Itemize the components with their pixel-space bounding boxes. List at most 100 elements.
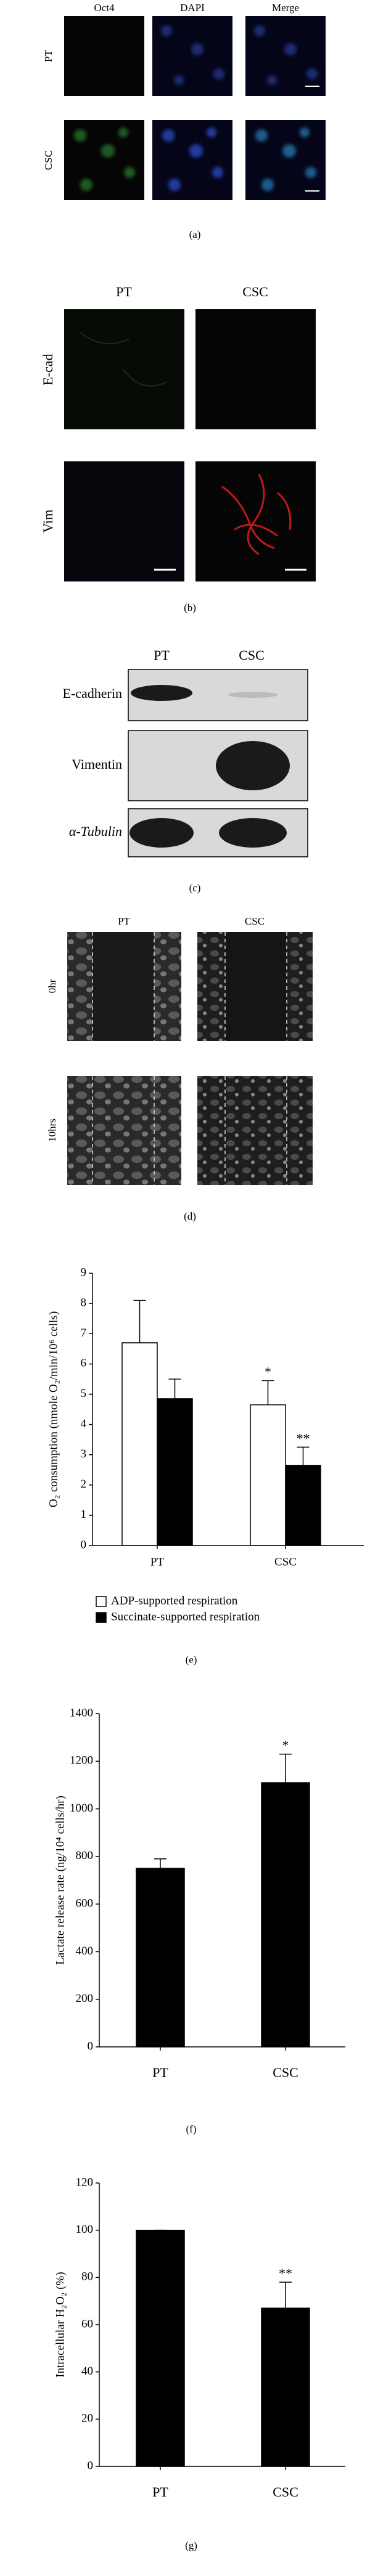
stain: [221, 474, 292, 556]
column-label: CSC: [245, 915, 265, 927]
y-tick-label: 120: [76, 2176, 94, 2189]
panel-a: Oct4 DAPI Merge PT CSC (a): [43, 2, 326, 240]
row-label: CSC: [43, 150, 54, 170]
y-tick-label: 0: [81, 1538, 87, 1551]
band: [219, 818, 287, 848]
column-label: CSC: [239, 647, 265, 663]
bar: [261, 2307, 310, 2467]
column-label: PT: [116, 284, 132, 299]
y-tick-label: 0: [88, 2459, 94, 2472]
y-tick-label: 1: [81, 1508, 87, 1521]
x-tick-label: PT: [152, 2065, 168, 2080]
x-tick-label: PT: [150, 1555, 165, 1568]
band: [130, 818, 194, 848]
panel-caption: (b): [184, 602, 196, 614]
column-label: Oct4: [94, 2, 115, 14]
micrograph: [195, 461, 316, 581]
row-label: Vimentin: [72, 756, 122, 772]
y-axis-label: O₂ consumption (nmole O₂/min/10⁶ cells): [47, 1311, 60, 1508]
y-tick-label: 80: [81, 2270, 93, 2283]
row-label: E-cadherin: [63, 686, 123, 701]
row-label: Vim: [40, 509, 56, 533]
error-bar: [168, 1379, 181, 1399]
bar: [136, 2229, 185, 2467]
panel-c: PT CSC E-cadherin Vimentin α-Tubulin (c): [63, 647, 308, 894]
error-bar: [154, 1858, 166, 1869]
y-tick-label: 20: [81, 2412, 93, 2425]
y-tick-label: 5: [81, 1387, 87, 1400]
bar: [261, 1782, 310, 2047]
bar: [285, 1465, 321, 1546]
panel-d: PT CSC 0hr 10hrs (d): [46, 915, 313, 1222]
scratch: [225, 932, 287, 1041]
bar: [136, 1868, 185, 2047]
bar: [121, 1342, 158, 1546]
column-label: Merge: [272, 2, 299, 14]
row-label: PT: [43, 49, 54, 62]
y-axis-label: Intracellular H₂O₂ (%): [54, 2272, 67, 2378]
row-label: 10hrs: [46, 1119, 58, 1142]
y-tick-label: 1000: [70, 1802, 93, 1815]
significance-label: **: [279, 2266, 292, 2281]
significance-label: **: [297, 1430, 310, 1446]
panel-b: PT CSC E-cad Vim (b): [40, 284, 316, 614]
row-label: 0hr: [46, 979, 58, 993]
band: [216, 741, 290, 790]
panel-caption: (f): [186, 2123, 197, 2135]
error-bar: [279, 2282, 292, 2309]
nuclei: [255, 128, 316, 191]
legend-swatch: [96, 1612, 107, 1623]
legend-swatch: [96, 1596, 107, 1607]
micrograph: [64, 16, 144, 96]
error-bar: [297, 1446, 310, 1465]
nuclei: [162, 128, 223, 191]
x-tick-label: CSC: [274, 1555, 297, 1568]
y-tick-label: 9: [81, 1266, 87, 1279]
error-bar: [133, 1300, 146, 1343]
y-tick-label: 4: [81, 1417, 87, 1430]
band: [131, 685, 192, 701]
y-tick-label: 100: [76, 2223, 94, 2236]
x-tick-label: CSC: [273, 2484, 298, 2500]
micrograph: [64, 309, 184, 429]
panel-caption: (c): [189, 882, 201, 894]
y-tick-label: 1200: [70, 1754, 93, 1767]
x-tick-label: PT: [152, 2484, 168, 2500]
panel-caption: (g): [185, 2540, 197, 2551]
micrograph: [64, 461, 184, 581]
legend-label: Succinate-supported respiration: [111, 1610, 260, 1623]
y-tick-label: 1400: [70, 1706, 93, 1719]
y-tick-label: 3: [81, 1448, 87, 1460]
scratch: [92, 932, 154, 1041]
column-label: DAPI: [180, 2, 205, 14]
y-tick-label: 8: [81, 1296, 87, 1309]
column-label: PT: [118, 915, 130, 927]
x-tick-label: CSC: [273, 2065, 298, 2080]
column-label: CSC: [242, 284, 268, 299]
y-tick-label: 200: [76, 1992, 94, 2005]
bar: [157, 1398, 193, 1546]
micrograph: [197, 1076, 313, 1185]
y-tick-label: 60: [81, 2317, 93, 2330]
panel-caption: (a): [189, 229, 201, 240]
nuclei: [161, 25, 224, 85]
y-tick-label: 400: [76, 1945, 94, 1958]
nuclei: [74, 128, 135, 191]
significance-label: *: [282, 1738, 289, 1753]
panel-caption: (d): [184, 1210, 196, 1222]
significance-label: *: [265, 1364, 271, 1379]
bar: [250, 1404, 286, 1546]
y-tick-label: 40: [81, 2365, 93, 2378]
y-tick-label: 2: [81, 1478, 87, 1491]
y-tick-label: 800: [76, 1849, 94, 1862]
micrograph: [67, 1076, 181, 1185]
y-tick-label: 6: [81, 1357, 87, 1370]
row-label: α-Tubulin: [69, 824, 122, 839]
y-tick-label: 0: [88, 2039, 94, 2052]
y-axis-label: Lactate release rate (ng/10⁴ cells/hr): [54, 1796, 67, 1965]
y-tick-label: 600: [76, 1897, 94, 1910]
band: [228, 692, 278, 698]
panel-caption: (e): [186, 1654, 197, 1666]
micrograph: [195, 309, 316, 429]
